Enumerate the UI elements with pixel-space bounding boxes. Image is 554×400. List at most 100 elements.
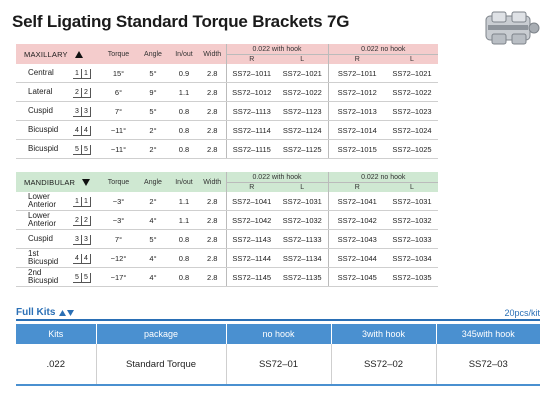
inout-value: 0.9 bbox=[169, 64, 199, 83]
l-header: L bbox=[300, 184, 305, 191]
no-hook-value: SS72–01 bbox=[226, 344, 332, 386]
torque-value: 6° bbox=[100, 82, 137, 102]
full-kits-table: Kits package no hook 3with hook 345with … bbox=[16, 324, 540, 386]
3with-hook-header: 3with hook bbox=[331, 324, 437, 344]
l-header: L bbox=[300, 56, 305, 63]
345with-hook-value: SS72–03 bbox=[436, 344, 540, 386]
no-hook-l: SS72–1021 bbox=[386, 64, 438, 83]
table-row: Bicuspid 5 5 −11° 2° 0.8 2.8 SS72–1115 SS72–1125… bbox=[16, 139, 438, 159]
width-value: 2.8 bbox=[199, 82, 226, 102]
no-hook-r: SS72–1011 bbox=[327, 64, 386, 83]
inout-header: In/out bbox=[175, 178, 193, 186]
inout-value: 0.8 bbox=[169, 139, 199, 159]
with-hook-l: SS72–1133 bbox=[277, 229, 328, 249]
width-header: Width bbox=[203, 50, 222, 58]
inout-value: 0.8 bbox=[169, 267, 199, 287]
l-header: L bbox=[410, 184, 414, 191]
torque-value: −12° bbox=[100, 248, 137, 268]
full-kits-label: Full Kits bbox=[16, 307, 56, 318]
with-hook-r: SS72–1144 bbox=[225, 248, 277, 268]
table-row: 2nd Bicuspid 5 5 −17° 4° 0.8 2.8 SS72–1145 SS72–… bbox=[16, 267, 438, 287]
with-hook-l: SS72–1125 bbox=[277, 139, 328, 159]
inout-header: In/out bbox=[175, 50, 193, 58]
torque-value: 15° bbox=[100, 64, 137, 83]
pcs-per-kit: 20pcs/kit bbox=[504, 308, 540, 318]
position-left: 5 bbox=[73, 144, 82, 154]
position-right: 5 bbox=[84, 273, 88, 281]
inout-value: 0.8 bbox=[169, 101, 199, 121]
with-hook-r: SS72–1143 bbox=[225, 229, 277, 249]
no-hook-header: 0.022 no hook bbox=[327, 44, 438, 55]
width-value: 2.8 bbox=[199, 120, 226, 140]
with-hook-r: SS72–1042 bbox=[225, 210, 277, 230]
no-hook-r: SS72–1015 bbox=[327, 139, 386, 159]
width-value: 2.8 bbox=[199, 229, 226, 249]
width-value: 2.8 bbox=[199, 64, 226, 83]
angle-value: 4° bbox=[137, 267, 169, 287]
torque-value: −11° bbox=[100, 139, 137, 159]
torque-value: −3° bbox=[100, 210, 137, 230]
345with-hook-header: 345with hook bbox=[436, 324, 540, 344]
width-value: 2.8 bbox=[199, 139, 226, 159]
table-row: Lower Anterior 2 2 −3° 4° 1.1 2.8 SS72–1042 SS72… bbox=[16, 210, 438, 230]
torque-value: 7° bbox=[100, 101, 137, 121]
position-left: 4 bbox=[73, 253, 82, 263]
angle-value: 2° bbox=[137, 120, 169, 140]
with-hook-l: SS72–1124 bbox=[277, 120, 328, 140]
with-hook-header: 0.022 with hook bbox=[225, 44, 328, 55]
no-hook-header: no hook bbox=[226, 324, 332, 344]
with-hook-r: SS72–1012 bbox=[225, 82, 277, 102]
position-left: 3 bbox=[73, 106, 82, 116]
table-row: .022 Standard Torque SS72–01 SS72–02 SS7… bbox=[16, 344, 540, 386]
r-header: R bbox=[327, 182, 386, 192]
package-header: package bbox=[96, 324, 227, 344]
tooth-name: Cuspid bbox=[16, 229, 68, 249]
width-header: Width bbox=[203, 178, 222, 186]
position-right: 1 bbox=[84, 197, 88, 205]
triangle-down-icon bbox=[82, 179, 91, 187]
table-row: Bicuspid 4 4 −11° 2° 0.8 2.8 SS72–1114 SS72–1124… bbox=[16, 120, 438, 140]
width-value: 2.8 bbox=[199, 101, 226, 121]
with-hook-l: SS72–1135 bbox=[277, 267, 328, 287]
position-left: 1 bbox=[73, 68, 82, 78]
position-right: 3 bbox=[84, 107, 88, 115]
no-hook-l: SS72–1034 bbox=[386, 248, 438, 268]
no-hook-l: SS72–1032 bbox=[386, 210, 438, 230]
mandibular-table: MANDIBULAR Torque Angle In/out Width 0.0… bbox=[16, 172, 438, 287]
tooth-name: Lateral bbox=[16, 82, 68, 102]
with-hook-r: SS72–1113 bbox=[225, 101, 277, 121]
triangle-up-down-icon bbox=[59, 309, 75, 316]
no-hook-l: SS72–1031 bbox=[386, 192, 438, 211]
no-hook-r: SS72–1045 bbox=[327, 267, 386, 287]
angle-value: 9° bbox=[137, 82, 169, 102]
tooth-name: Lower Anterior bbox=[16, 210, 68, 230]
no-hook-l: SS72–1033 bbox=[386, 229, 438, 249]
3with-hook-value: SS72–02 bbox=[331, 344, 437, 386]
torque-value: −3° bbox=[100, 192, 137, 211]
tooth-name: Bicuspid bbox=[16, 120, 68, 140]
no-hook-r: SS72–1013 bbox=[327, 101, 386, 121]
with-hook-header: 0.022 with hook bbox=[225, 172, 328, 183]
angle-value: 4° bbox=[137, 210, 169, 230]
table-row: Central 1 1 15° 5° 0.9 2.8 SS72–1011 SS72–1021 SS… bbox=[16, 64, 438, 83]
with-hook-l: SS72–1032 bbox=[277, 210, 328, 230]
position-right: 4 bbox=[84, 254, 88, 262]
bracket-image bbox=[485, 11, 540, 45]
no-hook-l: SS72–1024 bbox=[386, 120, 438, 140]
position-right: 4 bbox=[84, 126, 88, 134]
position-left: 5 bbox=[73, 272, 82, 282]
position-right: 5 bbox=[84, 145, 88, 153]
inout-value: 0.8 bbox=[169, 248, 199, 268]
table-row: Lower Anterior 1 1 −3° 2° 1.1 2.8 SS72–1041 SS72… bbox=[16, 192, 438, 211]
mandibular-label: MANDIBULAR bbox=[16, 172, 100, 192]
table-row: 1st Bicuspid 4 4 −12° 4° 0.8 2.8 SS72–1144 SS72–… bbox=[16, 248, 438, 268]
position-right: 2 bbox=[84, 88, 88, 96]
